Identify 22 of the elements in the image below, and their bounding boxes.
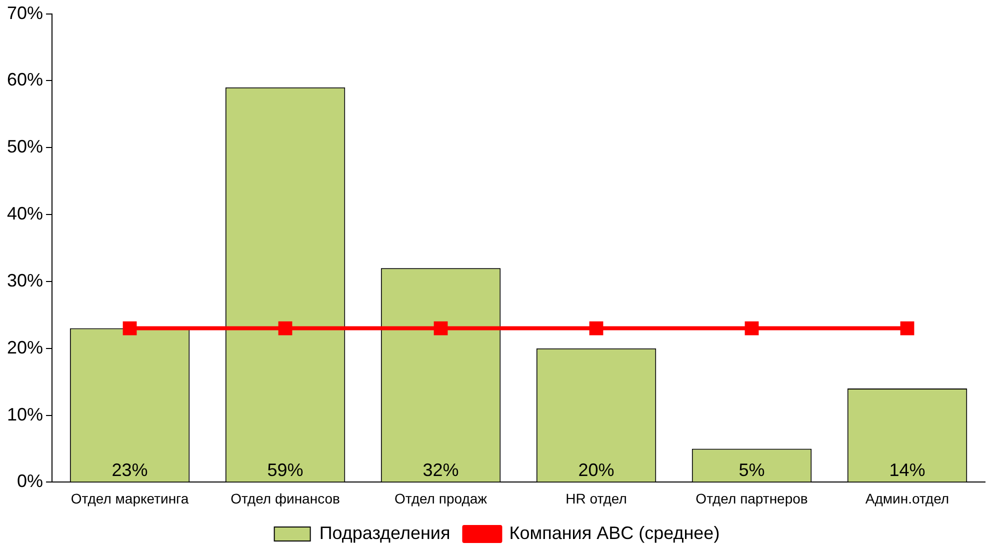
data-label: 5%: [738, 460, 765, 480]
y-tick-label: 60%: [6, 70, 44, 90]
x-tick-label: Отдел партнеров: [696, 490, 808, 506]
legend-label: Компания ABC (среднее): [509, 522, 720, 543]
x-tick-label: Админ.отдел: [865, 490, 950, 506]
y-tick-label: 40%: [6, 204, 44, 224]
y-tick-label: 10%: [6, 404, 44, 424]
x-tick-label: HR отдел: [566, 490, 627, 506]
y-tick-label: 20%: [6, 337, 44, 358]
data-label: 32%: [422, 460, 459, 480]
data-label: 23%: [112, 460, 148, 480]
y-tick-label: 70%: [6, 2, 44, 23]
x-tick-label: Отдел продаж: [394, 490, 488, 506]
data-label: 59%: [267, 460, 304, 480]
y-tick-label: 30%: [6, 270, 44, 290]
data-label: 20%: [578, 460, 614, 480]
data-label: 14%: [889, 460, 926, 480]
x-tick-label: Отдел финансов: [230, 490, 340, 506]
y-tick-label: 0%: [17, 471, 44, 492]
legend-label: Подразделения: [319, 522, 450, 543]
y-tick-label: 50%: [6, 136, 44, 157]
x-tick-label: Отдел маркетинга: [70, 490, 189, 506]
